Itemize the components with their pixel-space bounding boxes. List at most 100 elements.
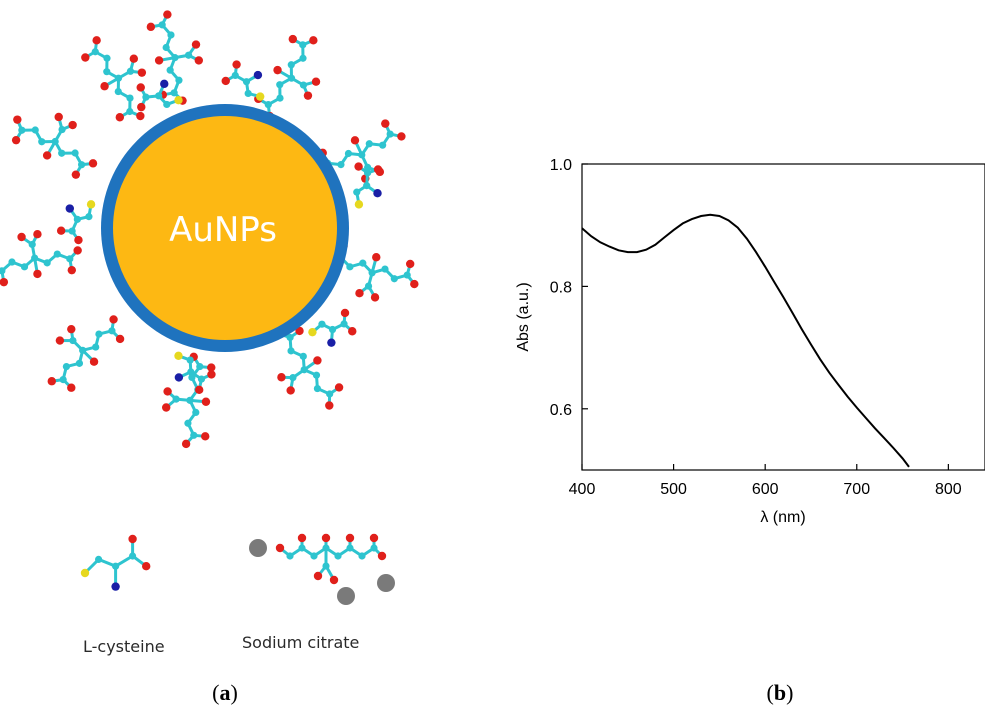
legend-label-sodium-citrate: Sodium citrate bbox=[242, 633, 359, 652]
carbon-atom bbox=[359, 259, 367, 267]
legend-molecules bbox=[80, 533, 395, 605]
oxygen-atom bbox=[73, 246, 82, 255]
carbon-atom bbox=[287, 61, 295, 69]
legend-sodium-citrate-molecule bbox=[249, 533, 395, 605]
carbon-atom bbox=[298, 544, 306, 552]
carbon-atom bbox=[31, 126, 39, 134]
carbon-atom bbox=[59, 376, 67, 384]
carbon-atom bbox=[326, 390, 334, 398]
citrate-ligand bbox=[146, 10, 204, 105]
carbon-atom bbox=[386, 130, 394, 138]
carbon-atom bbox=[358, 552, 366, 560]
carbon-atom bbox=[170, 89, 178, 97]
nitrogen-atom bbox=[373, 189, 382, 198]
x-tick-label: 400 bbox=[569, 481, 596, 498]
y-tick-label: 0.6 bbox=[550, 402, 572, 419]
sulfur-atom bbox=[354, 200, 364, 209]
carbon-atom bbox=[363, 169, 372, 177]
carbon-atom bbox=[91, 48, 99, 56]
oxygen-atom bbox=[67, 324, 76, 334]
carbon-atom bbox=[158, 21, 166, 29]
carbon-atom bbox=[92, 343, 100, 351]
oxygen-atom bbox=[373, 165, 383, 174]
carbon-atom bbox=[28, 240, 36, 249]
oxygen-atom bbox=[325, 401, 334, 410]
carbon-atom bbox=[381, 265, 389, 273]
oxygen-atom bbox=[115, 113, 125, 122]
carbon-atom bbox=[58, 125, 66, 134]
oxygen-atom bbox=[397, 132, 406, 141]
oxygen-atom bbox=[194, 56, 204, 65]
sodium-atom bbox=[377, 574, 395, 592]
oxygen-atom bbox=[146, 22, 156, 32]
oxygen-atom bbox=[345, 533, 355, 543]
carbon-atom bbox=[299, 352, 307, 360]
carbon-atom bbox=[264, 101, 272, 109]
oxygen-atom bbox=[201, 397, 211, 406]
carbon-atom bbox=[192, 408, 200, 416]
oxygen-atom bbox=[142, 562, 151, 571]
carbon-atom bbox=[103, 68, 111, 76]
carbon-atom bbox=[299, 41, 307, 49]
carbon-atom bbox=[75, 359, 84, 367]
legend-label-l-cysteine: L-cysteine bbox=[83, 637, 165, 656]
carbon-atom bbox=[114, 74, 123, 82]
oxygen-atom bbox=[71, 170, 81, 179]
carbon-atom bbox=[73, 215, 81, 223]
nitrogen-atom bbox=[174, 373, 184, 382]
oxygen-atom bbox=[370, 293, 380, 302]
carbon-atom bbox=[286, 333, 294, 342]
oxygen-atom bbox=[313, 571, 323, 581]
oxygen-atom bbox=[340, 308, 350, 318]
carbon-atom bbox=[163, 100, 171, 109]
carbon-atom bbox=[20, 263, 29, 271]
carbon-atom bbox=[231, 71, 239, 80]
oxygen-atom bbox=[311, 77, 321, 86]
carbon-atom bbox=[365, 140, 373, 148]
cysteine-ligand bbox=[353, 162, 383, 209]
oxygen-atom bbox=[137, 68, 147, 77]
carbon-atom bbox=[142, 93, 150, 101]
carbon-atom bbox=[186, 356, 194, 364]
carbon-atom bbox=[276, 81, 284, 89]
panel-letter-a: a bbox=[220, 680, 231, 705]
carbon-atom bbox=[103, 54, 111, 62]
carbon-atom bbox=[171, 54, 179, 62]
carbon-atom bbox=[364, 282, 373, 290]
carbon-atom bbox=[197, 375, 206, 383]
oxygen-atom bbox=[67, 265, 76, 275]
oxygen-atom bbox=[288, 34, 298, 44]
carbon-atom bbox=[0, 267, 6, 275]
oxygen-atom bbox=[275, 543, 285, 553]
y-tick-label: 1.0 bbox=[550, 157, 572, 174]
oxygen-atom bbox=[163, 10, 172, 19]
carbon-atom bbox=[346, 263, 354, 271]
oxygen-atom bbox=[129, 54, 139, 63]
oxygen-atom bbox=[74, 235, 83, 245]
oxygen-atom bbox=[273, 65, 282, 75]
carbon-atom bbox=[344, 149, 353, 158]
carbon-atom bbox=[370, 544, 378, 552]
oxygen-atom bbox=[56, 226, 66, 235]
oxygen-atom bbox=[313, 356, 322, 365]
x-tick-label: 800 bbox=[935, 481, 962, 498]
carbon-atom bbox=[53, 250, 61, 258]
carbon-atom bbox=[196, 362, 204, 371]
x-axis-label: λ (nm) bbox=[760, 509, 805, 526]
carbon-atom bbox=[190, 431, 198, 439]
oxygen-atom bbox=[329, 575, 339, 585]
oxygen-atom bbox=[207, 363, 216, 372]
carbon-atom bbox=[68, 227, 76, 235]
carbon-atom bbox=[276, 94, 284, 102]
carbon-atom bbox=[353, 188, 361, 196]
carbon-atom bbox=[242, 78, 251, 86]
oxygen-atom bbox=[297, 533, 307, 543]
panel-letter-b: b bbox=[774, 680, 786, 705]
x-tick-label: 600 bbox=[752, 481, 779, 498]
sodium-atom bbox=[337, 587, 355, 605]
oxygen-atom bbox=[162, 403, 171, 412]
x-axis-ticks: 400 500 600 700 800 bbox=[569, 464, 962, 498]
sulfur-atom bbox=[174, 351, 183, 360]
carbon-atom bbox=[299, 81, 308, 89]
carbon-atom bbox=[108, 327, 116, 335]
